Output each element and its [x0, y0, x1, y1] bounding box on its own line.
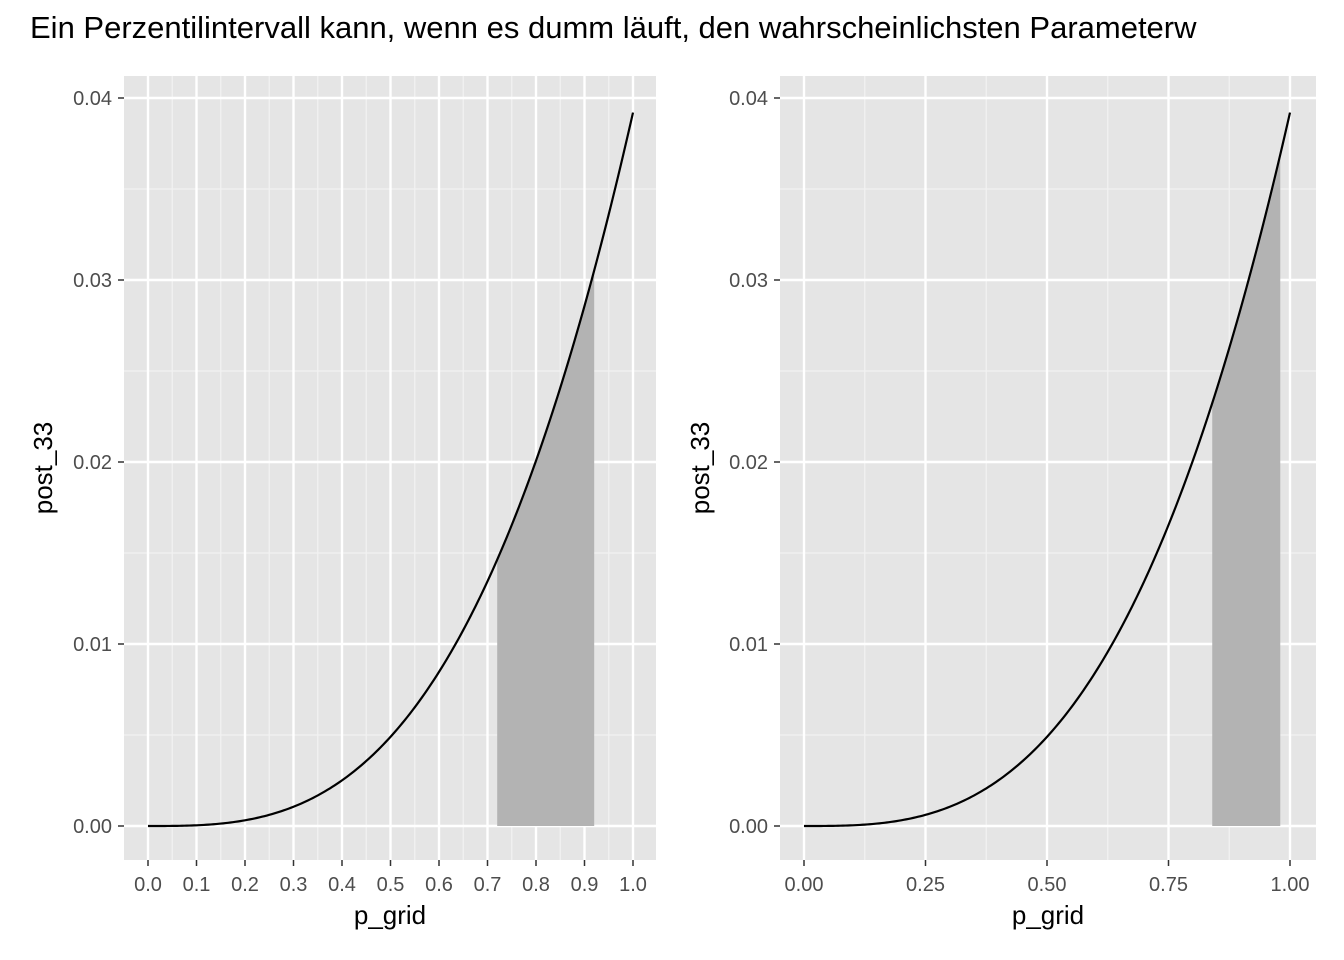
y-tick-label: 0.00	[73, 816, 112, 838]
x-tick-label: 0.8	[522, 874, 550, 896]
x-tick-label: 0.4	[328, 874, 356, 896]
x-tick-label: 0.3	[280, 874, 308, 896]
y-tick-label: 0.01	[729, 634, 768, 656]
chart-title: Ein Perzentilintervall kann, wenn es dum…	[30, 10, 1197, 45]
y-tick-label: 0.03	[73, 270, 112, 292]
y-tick-label: 0.02	[73, 452, 112, 474]
x-tick-label: 0.7	[474, 874, 502, 896]
y-tick-label: 0.00	[729, 816, 768, 838]
x-tick-label: 0.00	[785, 874, 824, 896]
x-tick-label: 0.1	[183, 874, 211, 896]
posterior-curve-line	[148, 112, 635, 828]
shaded-interval-area	[497, 270, 595, 826]
x-tick-label: 0.25	[906, 874, 945, 896]
y-tick-label: 0.04	[729, 88, 768, 110]
x-tick-label: 0.5	[377, 874, 405, 896]
x-tick-label: 0.2	[231, 874, 259, 896]
x-axis-title: p_grid	[1012, 900, 1084, 930]
x-tick-label: 0.0	[134, 874, 162, 896]
shaded-interval-area	[1212, 154, 1281, 826]
x-tick-label: 0.9	[571, 874, 599, 896]
x-tick-label: 1.0	[619, 874, 647, 896]
x-tick-label: 0.50	[1028, 874, 1067, 896]
y-tick-label: 0.03	[729, 270, 768, 292]
posterior-curve-line	[804, 112, 1292, 828]
x-axis-title: p_grid	[354, 900, 426, 930]
panel-2: 0.00 0.25 0.50 0.75 1.00 0.00 0.01 0.02 0.03 0.04…	[685, 76, 1316, 930]
y-tick-label: 0.04	[73, 88, 112, 110]
x-tick-label: 0.75	[1149, 874, 1188, 896]
x-tick-label: 1.00	[1271, 874, 1310, 896]
x-tick-label: 0.6	[425, 874, 453, 896]
y-axis-title: post_33	[685, 422, 715, 515]
y-axis-title: post_33	[28, 422, 58, 515]
panel-1: 0.0 0.1 0.2 0.3 0.4 0.5 0.6 0.7 0.8 0.9 1.0 0.00 0.0…	[28, 76, 656, 930]
y-tick-label: 0.01	[73, 634, 112, 656]
y-tick-label: 0.02	[729, 452, 768, 474]
